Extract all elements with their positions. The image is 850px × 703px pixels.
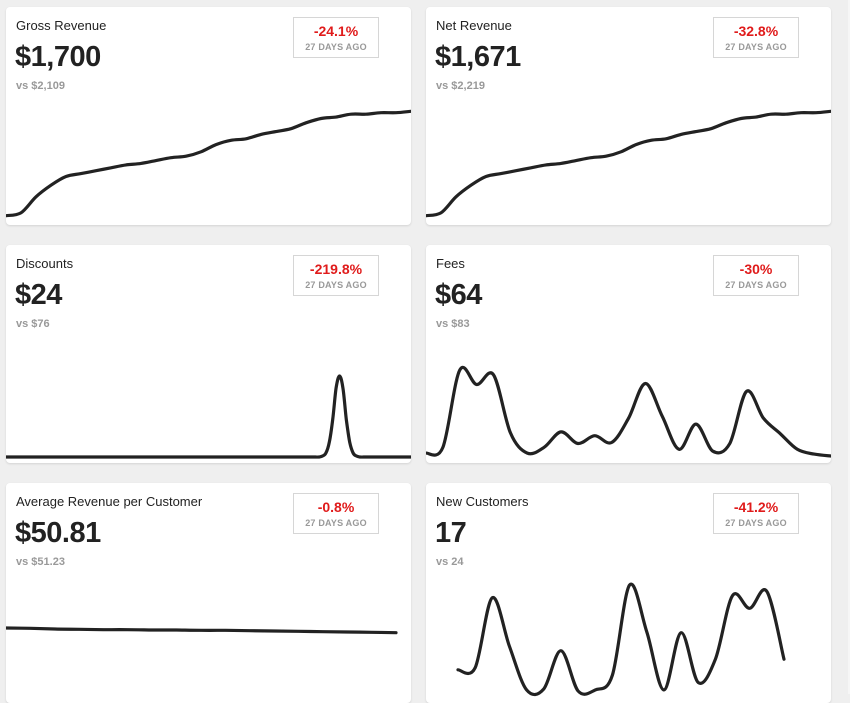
card-compare-value: vs $76: [16, 318, 50, 330]
change-badge: -30% 27 DAYS AGO: [713, 255, 799, 296]
sparkline-line: [6, 109, 411, 218]
sparkline-line: [426, 109, 831, 218]
page-edge: [848, 0, 850, 694]
card-value: $50.81: [15, 517, 101, 549]
card-value: 17: [435, 517, 467, 549]
change-period: 27 DAYS AGO: [725, 42, 787, 52]
change-period: 27 DAYS AGO: [305, 280, 367, 290]
card-compare-value: vs $2,109: [16, 80, 65, 92]
sparkline-line: [6, 626, 398, 635]
card-value: $1,671: [435, 41, 521, 73]
card-compare-value: vs $2,219: [436, 80, 485, 92]
sparkline-line: [456, 582, 786, 697]
card-title: Discounts: [16, 256, 74, 271]
change-period: 27 DAYS AGO: [725, 518, 787, 528]
change-badge: -24.1% 27 DAYS AGO: [293, 17, 379, 58]
change-percent: -0.8%: [317, 499, 355, 515]
card-title: Net Revenue: [436, 18, 512, 33]
sparkline-line: [426, 365, 831, 458]
card-title: New Customers: [436, 494, 529, 509]
card-title: Average Revenue per Customer: [16, 494, 203, 509]
card-value: $64: [435, 279, 482, 311]
card-compare-value: vs $51.23: [16, 556, 65, 568]
new-customers-card[interactable]: New Customers 17 vs 24 -41.2% 27 DAYS AG…: [426, 483, 831, 703]
change-badge: -41.2% 27 DAYS AGO: [713, 493, 799, 534]
card-value: $24: [15, 279, 62, 311]
card-title: Fees: [436, 256, 465, 271]
change-badge: -32.8% 27 DAYS AGO: [713, 17, 799, 58]
change-percent: -32.8%: [733, 23, 779, 39]
average-revenue-per-customer-card[interactable]: Average Revenue per Customer $50.81 vs $…: [6, 483, 411, 703]
card-compare-value: vs $83: [436, 318, 470, 330]
change-percent: -24.1%: [313, 23, 359, 39]
change-percent: -219.8%: [309, 261, 363, 277]
sparkline-line: [6, 374, 411, 459]
change-badge: -0.8% 27 DAYS AGO: [293, 493, 379, 534]
gross-revenue-card[interactable]: Gross Revenue $1,700 vs $2,109 -24.1% 27…: [6, 7, 411, 225]
change-percent: -41.2%: [733, 499, 779, 515]
change-percent: -30%: [739, 261, 773, 277]
change-period: 27 DAYS AGO: [305, 42, 367, 52]
net-revenue-card[interactable]: Net Revenue $1,671 vs $2,219 -32.8% 27 D…: [426, 7, 831, 225]
change-badge: -219.8% 27 DAYS AGO: [293, 255, 379, 296]
discounts-card[interactable]: Discounts $24 vs $76 -219.8% 27 DAYS AGO: [6, 245, 411, 463]
card-title: Gross Revenue: [16, 18, 107, 33]
card-value: $1,700: [15, 41, 101, 73]
change-period: 27 DAYS AGO: [725, 280, 787, 290]
change-period: 27 DAYS AGO: [305, 518, 367, 528]
fees-card[interactable]: Fees $64 vs $83 -30% 27 DAYS AGO: [426, 245, 831, 463]
card-compare-value: vs 24: [436, 556, 464, 568]
